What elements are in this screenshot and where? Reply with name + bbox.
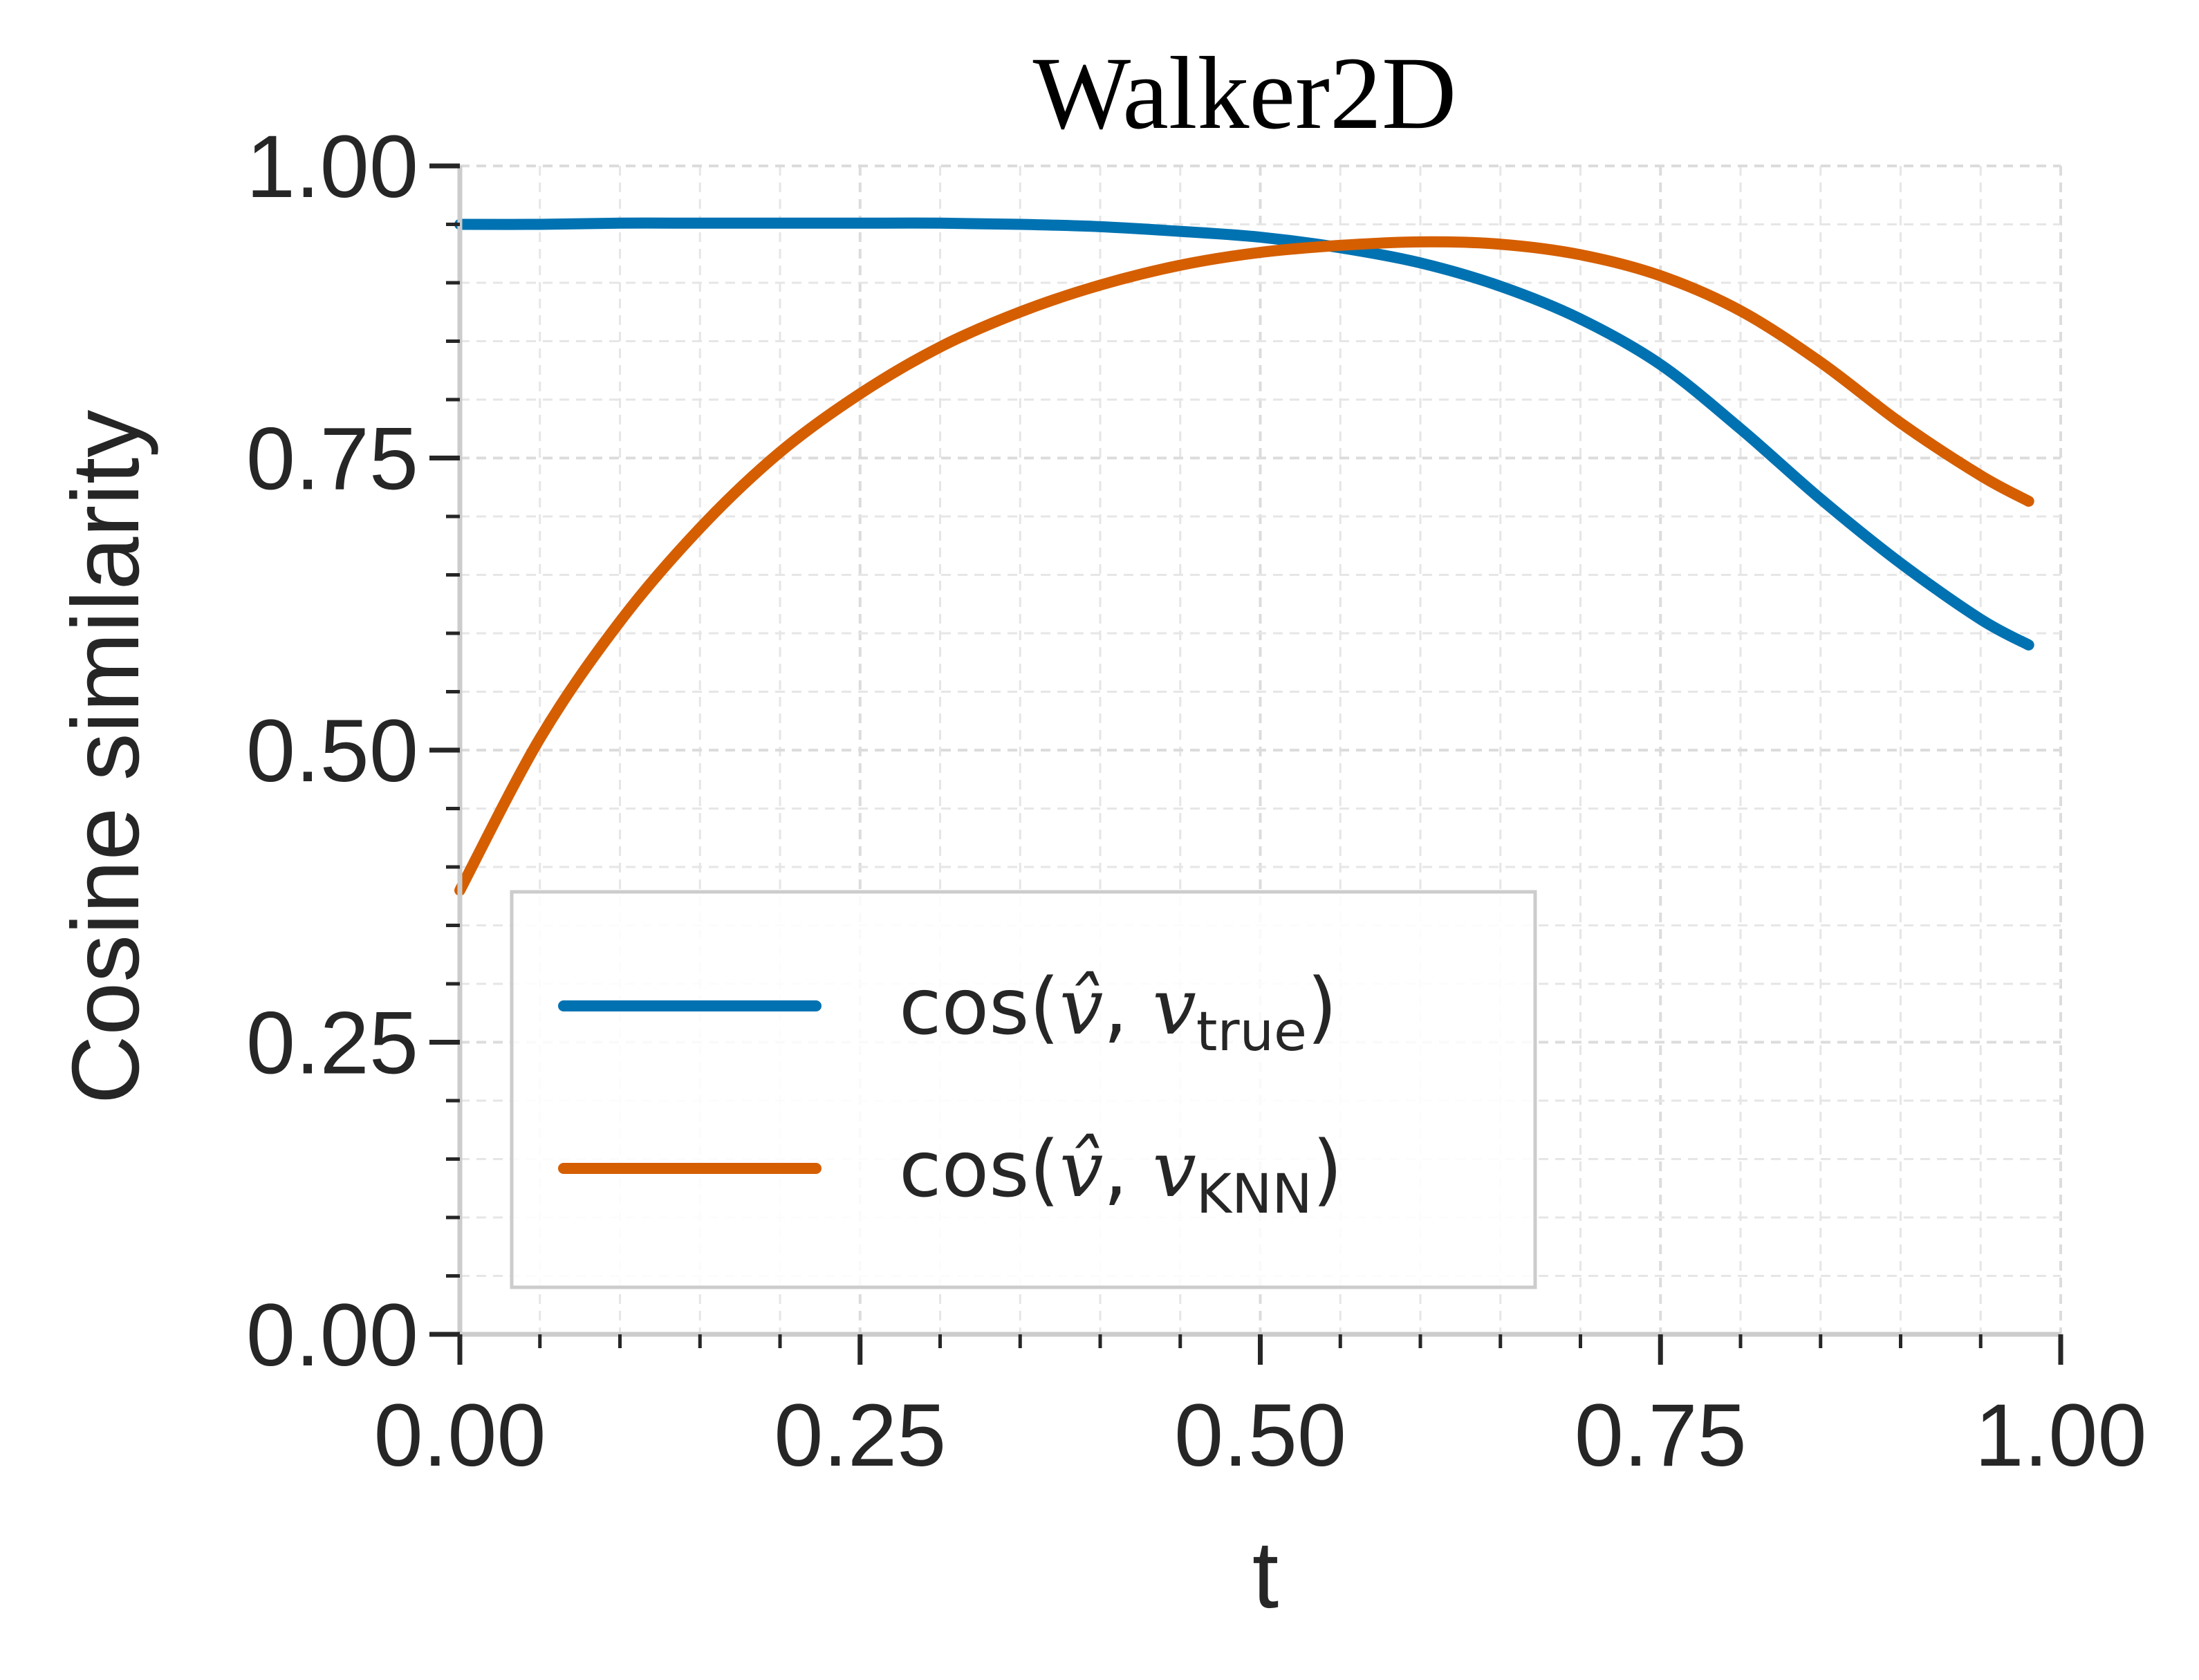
legend: cos(v̂, vtrue) cos(v̂, vKNN) [510, 890, 1537, 1289]
y-tick-label: 0.75 [246, 410, 418, 509]
x-axis-label: t [1252, 1522, 1279, 1628]
x-tick-label: 0.25 [774, 1386, 946, 1485]
x-tick-label: 0.50 [1174, 1386, 1346, 1485]
y-tick-label: 0.50 [246, 702, 418, 801]
series-line-0 [454, 217, 2034, 651]
series-lines [454, 217, 2034, 896]
tick-labels: 0.00 0.25 0.50 0.75 1.00 0.00 0.25 0.50 0.75 1.00 [246, 118, 2147, 1485]
x-tick-label: 0.00 [373, 1386, 546, 1485]
y-tick-label: 0.25 [246, 994, 418, 1093]
legend-label-0: cos(v̂, vtrue) [899, 962, 1337, 1063]
y-axis-label: Cosine similarity [53, 410, 159, 1105]
axes [429, 163, 2063, 1365]
x-tick-label: 0.75 [1575, 1386, 1747, 1485]
y-tick-label: 0.00 [246, 1286, 418, 1385]
chart-title: Walker2D [1033, 36, 1457, 151]
legend-label-1: cos(v̂, vKNN) [899, 1125, 1342, 1226]
legend-box [510, 890, 1537, 1289]
x-tick-label: 1.00 [1974, 1386, 2146, 1485]
series-line-1 [454, 236, 2034, 896]
y-tick-label: 1.00 [246, 118, 418, 216]
